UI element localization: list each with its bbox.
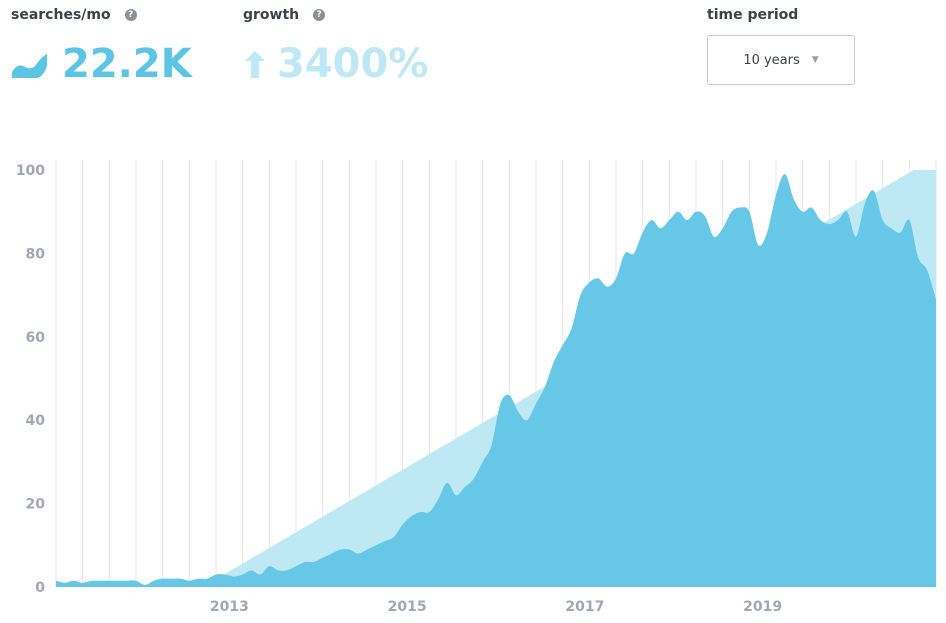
chevron-down-icon: ▼ [811, 55, 819, 65]
area-layer [56, 174, 936, 587]
y-tick-label: 100 [16, 163, 45, 179]
growth-label: growth [243, 7, 300, 23]
y-tick-label: 0 [35, 580, 45, 596]
time-period-selected: 10 years [743, 52, 800, 68]
x-tick-label: 2017 [565, 599, 604, 615]
series-area [56, 174, 936, 587]
growth-stat: growth ? 3400% [243, 6, 428, 84]
x-tick-label: 2015 [388, 599, 427, 615]
searches-value: 22.2K [62, 41, 192, 87]
searches-label-row: searches/mo ? [11, 6, 137, 24]
x-tick-label: 2013 [210, 599, 249, 615]
time-period-control: time period 10 years ▼ [707, 6, 855, 85]
growth-value-row: 3400% [243, 44, 428, 84]
growth-value: 3400% [277, 41, 429, 87]
arrow-up-icon [245, 51, 265, 78]
y-axis: 0 20 40 60 80 100 [16, 163, 45, 596]
searches-label: searches/mo [11, 7, 111, 23]
y-tick-label: 20 [26, 497, 46, 513]
y-tick-label: 40 [26, 413, 46, 429]
y-tick-label: 80 [26, 246, 46, 262]
time-period-label: time period [707, 7, 799, 23]
x-axis: 2013 2015 2017 2019 [210, 599, 782, 615]
searches-value-row: 22.2K [11, 44, 192, 84]
wave-icon [12, 54, 47, 78]
time-period-dropdown[interactable]: 10 years ▼ [707, 35, 855, 85]
growth-help-icon[interactable]: ? [313, 9, 326, 21]
x-tick-label: 2019 [743, 599, 782, 615]
searches-help-icon[interactable]: ? [124, 9, 137, 21]
searches-stat: searches/mo ? 22.2K [11, 6, 192, 84]
growth-label-row: growth ? [243, 6, 326, 24]
y-tick-label: 60 [26, 330, 46, 346]
